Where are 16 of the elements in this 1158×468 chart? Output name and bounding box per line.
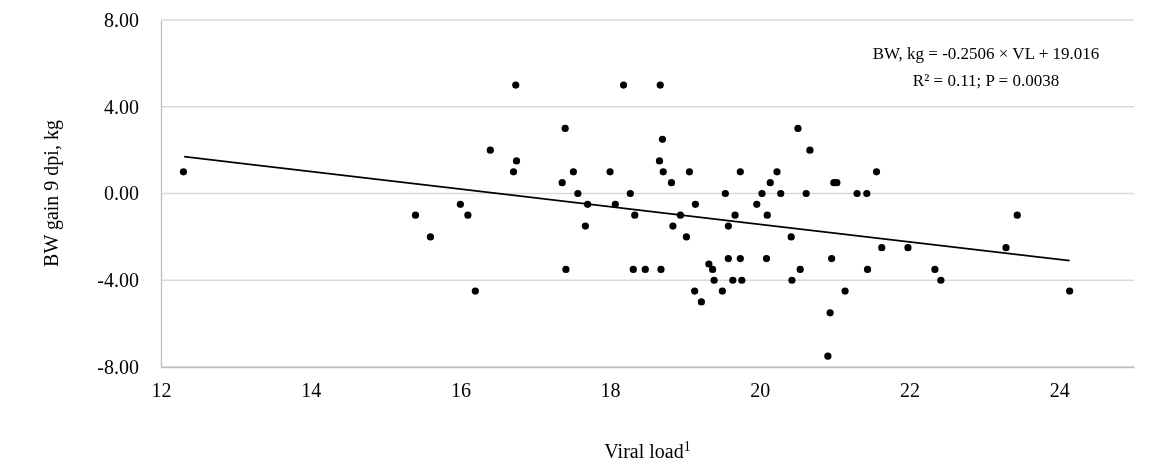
y-tick-label: -4.00 xyxy=(97,269,139,292)
x-tick-label: 22 xyxy=(899,379,920,402)
x-axis-title: Viral load$^{1}$ xyxy=(604,438,691,462)
x-tick-label: 14 xyxy=(301,379,322,402)
annotation: R² = 0.11; P = 0.0038 xyxy=(912,71,1060,90)
x-tick-label: 20 xyxy=(750,379,771,402)
annotation: BW, kg = -0.2506 × VL + 19.016 xyxy=(872,44,1100,63)
x-tick-label: 24 xyxy=(1049,379,1070,402)
x-tick-label: 12 xyxy=(151,379,172,402)
y-tick-label: 0.00 xyxy=(104,182,139,205)
x-tick-label: 18 xyxy=(600,379,621,402)
y-tick-label: 4.00 xyxy=(104,95,139,118)
y-axis-title: BW gain 9 dpi, kg xyxy=(40,120,63,267)
y-tick-label: -8.00 xyxy=(97,355,139,378)
y-tick-label: 8.00 xyxy=(104,8,139,31)
x-tick-label: 16 xyxy=(450,379,471,402)
